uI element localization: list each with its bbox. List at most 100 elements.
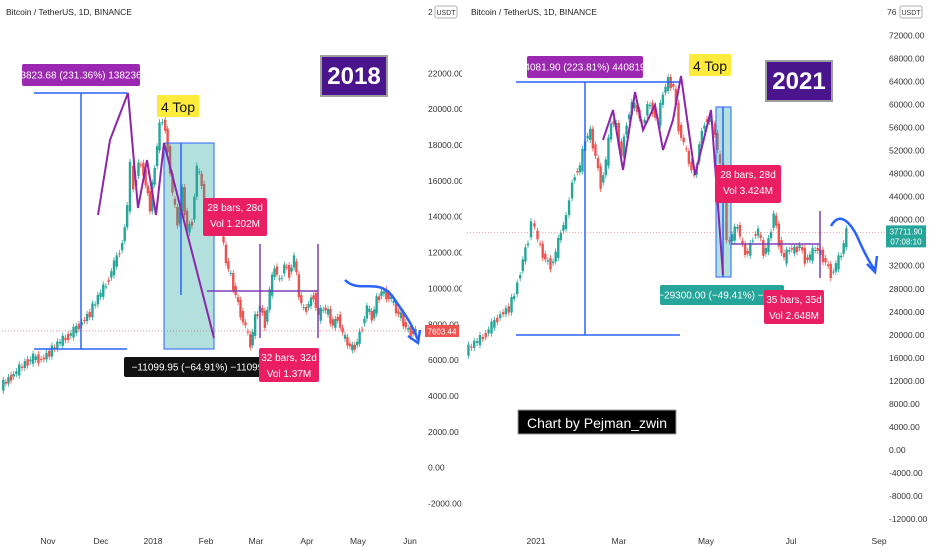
candle-body <box>263 310 267 328</box>
candle-body <box>646 104 649 116</box>
candle-body <box>251 331 254 346</box>
candle-body <box>139 164 143 166</box>
candle-body <box>767 238 770 253</box>
countdown-text: 07:08:10 <box>890 237 922 246</box>
x-tick-label: Nov <box>40 536 56 546</box>
forecast-curve <box>829 217 877 271</box>
candle-body <box>385 289 388 300</box>
pattern-badge-text: 4 Top <box>693 58 727 74</box>
candle-body <box>171 173 174 193</box>
author-credit-text: Chart by Pejman_zwin <box>527 415 667 431</box>
forecast-curve <box>344 279 420 341</box>
candle-body <box>278 278 281 280</box>
candle-body <box>148 191 152 212</box>
candle-body <box>633 102 636 109</box>
candle-body <box>602 175 605 183</box>
candle-body <box>200 173 203 187</box>
candle-body <box>515 282 519 295</box>
candle-body <box>297 274 301 298</box>
candle-body <box>643 119 646 123</box>
range-down-label-bg <box>660 285 784 305</box>
y-tick-label: 2000.00 <box>428 427 459 437</box>
author-credit: Chart by Pejman_zwin <box>517 409 677 435</box>
candle-body <box>227 261 230 270</box>
y-tick-label: -8000.00 <box>889 491 923 501</box>
candle-body <box>586 135 589 139</box>
candle-body <box>142 162 145 176</box>
x-tick-label: Apr <box>300 536 313 546</box>
candle-body <box>351 344 354 351</box>
candle-body <box>682 137 685 143</box>
candle-body <box>307 304 310 308</box>
candle-body <box>562 224 565 231</box>
candle-body <box>56 341 59 349</box>
candle-body <box>244 322 247 326</box>
panel-bg <box>463 0 932 550</box>
box-stats-label-text: 28 bars, 28d <box>720 170 776 181</box>
candle-body <box>661 94 665 105</box>
y-tick-label: 8000.00 <box>889 399 920 409</box>
candle-body <box>99 292 102 297</box>
y-tick-label: 14000.00 <box>428 212 463 222</box>
y-top-label: 76 <box>887 7 897 17</box>
candle-body <box>285 266 288 268</box>
candle-body <box>176 206 179 226</box>
candle-body <box>635 104 639 112</box>
range-up-label-bg <box>22 64 140 86</box>
candle-body <box>239 299 242 318</box>
candle-body <box>751 240 755 242</box>
candle-body <box>137 162 140 176</box>
candle-body <box>589 128 592 140</box>
candle-body <box>120 243 124 251</box>
candle-body <box>304 307 308 312</box>
currency-badge: USDT <box>899 5 923 19</box>
candle-body <box>559 232 563 241</box>
candle-body <box>674 88 678 105</box>
year-badge-bg <box>320 55 388 97</box>
candle-body <box>746 250 749 254</box>
candle-body <box>69 333 73 336</box>
candle-body <box>283 264 286 274</box>
candle-body <box>411 330 415 334</box>
chart-2021-panel[interactable]: -12000.00 -8000.00 -4000.00 0.00 4000.00 8000… <box>463 0 932 550</box>
forecast-arrowhead <box>866 255 879 275</box>
candle-body <box>64 337 67 341</box>
candle-body <box>775 215 778 226</box>
y-tick-label: 22000.00 <box>428 68 463 78</box>
candle-body <box>118 253 121 255</box>
candle-body <box>573 177 576 181</box>
candle-body <box>382 291 386 294</box>
candle-body <box>407 327 410 330</box>
chart-2018-panel[interactable]: -2000.00 0.00 2000.00 4000.00 6000.00 8000.00… <box>0 0 463 550</box>
candle-body <box>319 307 322 321</box>
candle-body <box>622 136 626 158</box>
candle-body <box>481 337 485 340</box>
candle-body <box>7 376 10 384</box>
candle-body <box>402 312 405 327</box>
candle-body <box>292 255 296 268</box>
candle-body <box>202 183 206 199</box>
candle-body <box>399 312 403 319</box>
pattern-badge: 4 Top <box>157 95 199 117</box>
candle-body <box>107 280 110 282</box>
candle-body <box>832 271 835 273</box>
range-up-label: 44081.90 (223.81%) 4408190 <box>519 56 652 78</box>
candle-body <box>164 119 167 131</box>
candle-body <box>390 296 393 299</box>
candle-body <box>372 309 376 319</box>
candle-body <box>153 168 156 185</box>
candle-body <box>236 297 240 302</box>
candle-body <box>549 258 552 270</box>
candle-body <box>198 171 201 173</box>
after-stats-label-text: Vol 2.648M <box>769 311 819 322</box>
candle-body <box>777 223 781 247</box>
candle-body <box>348 343 352 347</box>
candle-body <box>824 258 827 263</box>
candle-body <box>698 144 701 162</box>
after-stats-label-text: 35 bars, 35d <box>766 295 822 306</box>
pattern-badge-bg <box>157 95 199 117</box>
candle-body <box>749 243 752 256</box>
y-tick-label: 8000.00 <box>428 319 459 329</box>
candle-body <box>526 243 530 246</box>
after-stats-label-bg <box>764 290 824 324</box>
